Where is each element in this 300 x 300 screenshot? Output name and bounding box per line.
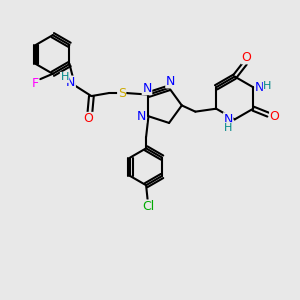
Text: O: O xyxy=(83,112,93,125)
Text: N: N xyxy=(136,110,146,123)
Text: O: O xyxy=(270,110,280,123)
Text: S: S xyxy=(118,87,126,100)
Text: F: F xyxy=(32,77,38,90)
Text: N: N xyxy=(255,81,265,94)
Text: Cl: Cl xyxy=(142,200,154,213)
Text: N: N xyxy=(66,76,75,89)
Text: N: N xyxy=(166,75,175,88)
Text: O: O xyxy=(242,51,251,64)
Text: N: N xyxy=(142,82,152,94)
Text: N: N xyxy=(224,113,233,126)
Text: H: H xyxy=(224,123,232,133)
Text: H: H xyxy=(61,72,69,82)
Text: H: H xyxy=(263,81,272,91)
